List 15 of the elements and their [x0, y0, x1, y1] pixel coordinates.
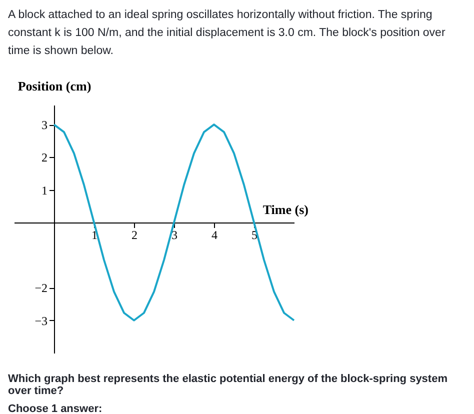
- line-series: [53, 124, 295, 322]
- x-tick-label: 3: [172, 228, 178, 242]
- y-tick-label: 1: [42, 183, 48, 198]
- y-tick-label: −2: [34, 281, 48, 296]
- x-tick-label: 4: [212, 228, 218, 242]
- y-tick-label: −3: [34, 314, 48, 328]
- x-tick-label: 1: [92, 228, 98, 242]
- x-axis-title: Time (s): [262, 202, 308, 217]
- y-tick-label: 3: [42, 118, 48, 132]
- chart-title: A block attached to an ideal spring oscillates horizontally without friction. The spring constant k is 100 N/m, and the initial displacement is 3.0 cm. The block's position over time is shown below.: [8, 8, 446, 59]
- x-tick-label: 2: [132, 228, 138, 242]
- text: Choose 1 answer:: [8, 403, 104, 414]
- y-tick-label: 2: [42, 150, 48, 165]
- y-axis-title: Position (cm): [18, 78, 92, 94]
- text: Which graph best represents the elastic potential energy of the block-spring system over time?: [8, 373, 448, 397]
